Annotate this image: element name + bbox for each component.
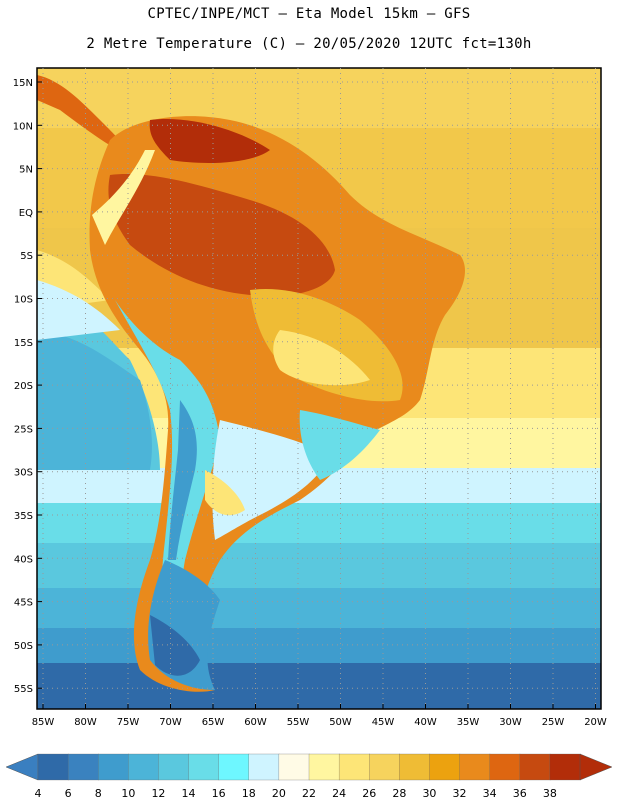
colorbar-swatch — [98, 753, 129, 781]
lon-label: 80W — [74, 717, 97, 728]
lat-label: 45S — [14, 598, 33, 609]
graticule — [37, 68, 601, 709]
lat-label: 40S — [14, 554, 33, 565]
lat-label: EQ — [19, 208, 33, 219]
lat-label: 10N — [13, 121, 33, 132]
lon-label: 85W — [32, 717, 55, 728]
colorbar-label: 6 — [65, 787, 72, 800]
map-frame — [36, 67, 602, 710]
colorbar-swatch — [37, 753, 69, 781]
lon-label: 65W — [202, 717, 225, 728]
lon-label: 50W — [329, 717, 352, 728]
latitude-labels: 15N 10N 5N EQ 5S 10S 15S 20S 25S 30S 35S 40S 45S 50S 5… — [13, 78, 33, 695]
colorbar-label: 16 — [212, 787, 226, 800]
colorbar-label: 38 — [543, 787, 557, 800]
colorbar-swatch — [188, 753, 220, 781]
lat-label: 25S — [14, 424, 33, 435]
lon-label: 35W — [457, 717, 480, 728]
colorbar-swatch — [67, 753, 99, 781]
longitude-labels: 85W 80W 75W 70W 65W 60W 55W 50W 45W 40W 35W 30W 25W 2… — [32, 717, 607, 728]
colorbar-label: 26 — [362, 787, 376, 800]
colorbar-swatch — [489, 753, 521, 781]
map-title-line-2: 2 Metre Temperature (C) – 20/05/2020 12U… — [86, 36, 532, 52]
lon-label: 20W — [584, 717, 607, 728]
lat-label: 10S — [14, 295, 33, 306]
colorbar-label: 4 — [35, 787, 42, 800]
lon-label: 25W — [542, 717, 565, 728]
lon-label: 75W — [117, 717, 140, 728]
colorbar-swatch — [338, 753, 370, 781]
colorbar-swatch — [429, 753, 461, 781]
colorbar-label: 12 — [151, 787, 165, 800]
colorbar-swatch — [158, 753, 190, 781]
colorbar-label: 20 — [272, 787, 286, 800]
colorbar-label: 24 — [332, 787, 346, 800]
colorbar-low-arrow — [5, 753, 39, 781]
colorbar-label: 10 — [121, 787, 135, 800]
colorbar-high-arrow — [579, 753, 613, 781]
lat-label: 15N — [13, 78, 33, 89]
lon-label: 70W — [159, 717, 182, 728]
lat-label: 5S — [20, 251, 33, 262]
lon-label: 55W — [287, 717, 310, 728]
colorbar-label: 36 — [513, 787, 527, 800]
lat-label: 50S — [14, 641, 33, 652]
colorbar-swatch — [369, 753, 400, 781]
lat-label: 5N — [19, 165, 33, 176]
lat-label: 15S — [14, 338, 33, 349]
map-field — [37, 68, 601, 709]
lon-label: 30W — [499, 717, 522, 728]
colorbar-swatch — [308, 753, 340, 781]
colorbar-swatch — [128, 753, 160, 781]
lat-label: 55S — [14, 684, 33, 695]
colorbar-label: 14 — [182, 787, 196, 800]
colorbar-label: 18 — [242, 787, 256, 800]
colorbar-swatch — [278, 753, 310, 781]
lat-label: 35S — [14, 511, 33, 522]
lon-label: 60W — [244, 717, 267, 728]
colorbar: 4 6 8 10 12 14 16 18 20 22 24 26 28 30 32 34 36 38 — [5, 753, 613, 800]
colorbar-swatch — [399, 753, 431, 781]
colorbar-swatch — [549, 753, 581, 781]
lat-label: 20S — [14, 381, 33, 392]
colorbar-label: 8 — [95, 787, 102, 800]
map-title-line-1: CPTEC/INPE/MCT – Eta Model 15km – GFS — [147, 6, 471, 22]
colorbar-label: 34 — [483, 787, 497, 800]
colorbar-swatch — [218, 753, 250, 781]
colorbar-label: 30 — [422, 787, 436, 800]
colorbar-swatch — [248, 753, 280, 781]
colorbar-swatch — [519, 753, 551, 781]
colorbar-swatch — [459, 753, 491, 781]
colorbar-label: 28 — [392, 787, 406, 800]
lon-label: 45W — [372, 717, 395, 728]
colorbar-label: 22 — [302, 787, 316, 800]
lat-label: 30S — [14, 468, 33, 479]
colorbar-label: 32 — [453, 787, 467, 800]
lon-label: 40W — [414, 717, 437, 728]
